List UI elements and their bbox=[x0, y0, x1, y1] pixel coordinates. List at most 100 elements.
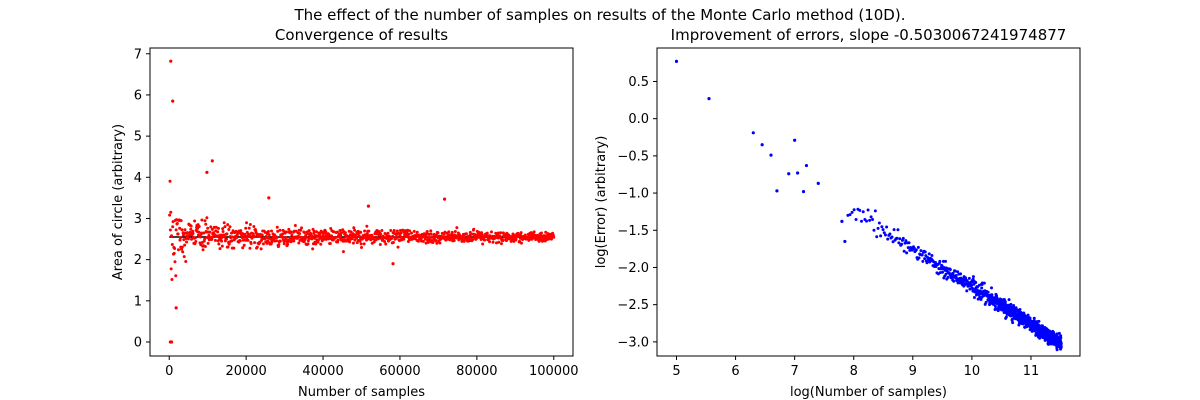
data-point bbox=[170, 234, 174, 238]
data-point bbox=[1011, 321, 1015, 325]
x-axis-label: Number of samples bbox=[298, 385, 425, 400]
data-point bbox=[178, 238, 182, 242]
data-point bbox=[426, 236, 430, 240]
data-point bbox=[956, 270, 960, 274]
data-point bbox=[176, 232, 180, 236]
data-point bbox=[182, 255, 186, 259]
data-point bbox=[907, 241, 911, 245]
data-point bbox=[305, 235, 309, 239]
data-point bbox=[868, 218, 872, 222]
data-point bbox=[244, 226, 248, 230]
data-point bbox=[174, 274, 178, 278]
data-point bbox=[452, 239, 456, 243]
data-point bbox=[186, 237, 190, 241]
data-point bbox=[984, 300, 988, 304]
data-point bbox=[946, 275, 950, 279]
data-point bbox=[189, 224, 193, 228]
data-point bbox=[252, 225, 256, 229]
data-point bbox=[993, 304, 997, 308]
data-point bbox=[173, 246, 177, 250]
data-point-outlier bbox=[210, 159, 214, 163]
data-point bbox=[198, 235, 202, 239]
data-point bbox=[185, 240, 189, 244]
data-point bbox=[434, 239, 438, 243]
data-point bbox=[1059, 336, 1063, 340]
data-point bbox=[204, 222, 208, 226]
data-point bbox=[247, 226, 251, 230]
data-point bbox=[216, 230, 220, 234]
data-point bbox=[376, 237, 380, 241]
data-point bbox=[267, 233, 271, 237]
data-point bbox=[865, 219, 868, 223]
data-point bbox=[180, 228, 184, 232]
data-point bbox=[316, 240, 320, 244]
data-point bbox=[539, 237, 543, 241]
data-point bbox=[941, 259, 945, 263]
data-point bbox=[182, 238, 186, 242]
data-point bbox=[1002, 310, 1006, 314]
data-point bbox=[193, 236, 197, 240]
data-point bbox=[906, 246, 910, 250]
data-point bbox=[1004, 315, 1008, 319]
y-tick-label: 1 bbox=[134, 294, 142, 309]
data-point bbox=[259, 247, 263, 251]
data-point bbox=[294, 229, 298, 233]
data-point bbox=[357, 234, 361, 238]
x-tick-label: 9 bbox=[909, 364, 917, 379]
data-point bbox=[1012, 303, 1016, 307]
figure-suptitle: The effect of the number of samples on r… bbox=[294, 6, 906, 24]
data-point bbox=[290, 233, 294, 237]
data-point-outlier bbox=[796, 171, 800, 175]
data-point bbox=[941, 270, 945, 274]
data-point bbox=[861, 210, 865, 214]
data-point-outlier bbox=[840, 219, 844, 223]
data-point bbox=[953, 269, 957, 273]
data-point bbox=[1037, 319, 1041, 323]
data-point-outlier bbox=[751, 131, 755, 135]
data-point bbox=[396, 245, 400, 249]
data-point bbox=[329, 226, 333, 230]
data-point bbox=[206, 241, 210, 245]
data-point bbox=[178, 226, 182, 230]
data-point bbox=[923, 257, 927, 261]
data-point bbox=[171, 220, 175, 224]
y-tick-label: 4 bbox=[134, 171, 142, 186]
data-point bbox=[359, 242, 363, 246]
data-point bbox=[990, 286, 993, 290]
data-point-outlier bbox=[442, 197, 447, 201]
data-point bbox=[181, 233, 185, 237]
data-point bbox=[214, 225, 218, 229]
data-point bbox=[359, 230, 363, 234]
data-point bbox=[940, 264, 944, 268]
data-point-outlier bbox=[787, 172, 791, 176]
data-point bbox=[904, 239, 908, 243]
data-point bbox=[546, 232, 550, 236]
data-point bbox=[286, 242, 290, 246]
plot-area bbox=[168, 59, 556, 344]
data-point bbox=[231, 235, 235, 239]
data-point bbox=[226, 223, 230, 227]
data-point bbox=[225, 232, 229, 236]
data-point bbox=[348, 240, 352, 244]
data-point bbox=[209, 225, 213, 229]
data-point bbox=[213, 238, 217, 242]
data-point bbox=[429, 232, 433, 236]
data-point bbox=[450, 230, 454, 234]
data-point bbox=[197, 230, 201, 234]
data-point bbox=[891, 240, 895, 244]
data-point bbox=[335, 230, 339, 234]
data-point bbox=[919, 249, 923, 253]
data-point bbox=[930, 253, 934, 257]
data-point bbox=[455, 226, 459, 230]
data-point bbox=[191, 232, 195, 236]
data-point bbox=[499, 231, 503, 235]
data-point bbox=[923, 250, 927, 254]
data-point bbox=[901, 236, 905, 240]
data-point bbox=[876, 226, 880, 230]
data-point bbox=[970, 283, 974, 287]
data-point bbox=[378, 242, 382, 246]
x-tick-label: 6 bbox=[731, 364, 739, 379]
data-point bbox=[340, 231, 343, 235]
x-axis-label: log(Number of samples) bbox=[790, 385, 947, 400]
data-point bbox=[266, 229, 270, 233]
